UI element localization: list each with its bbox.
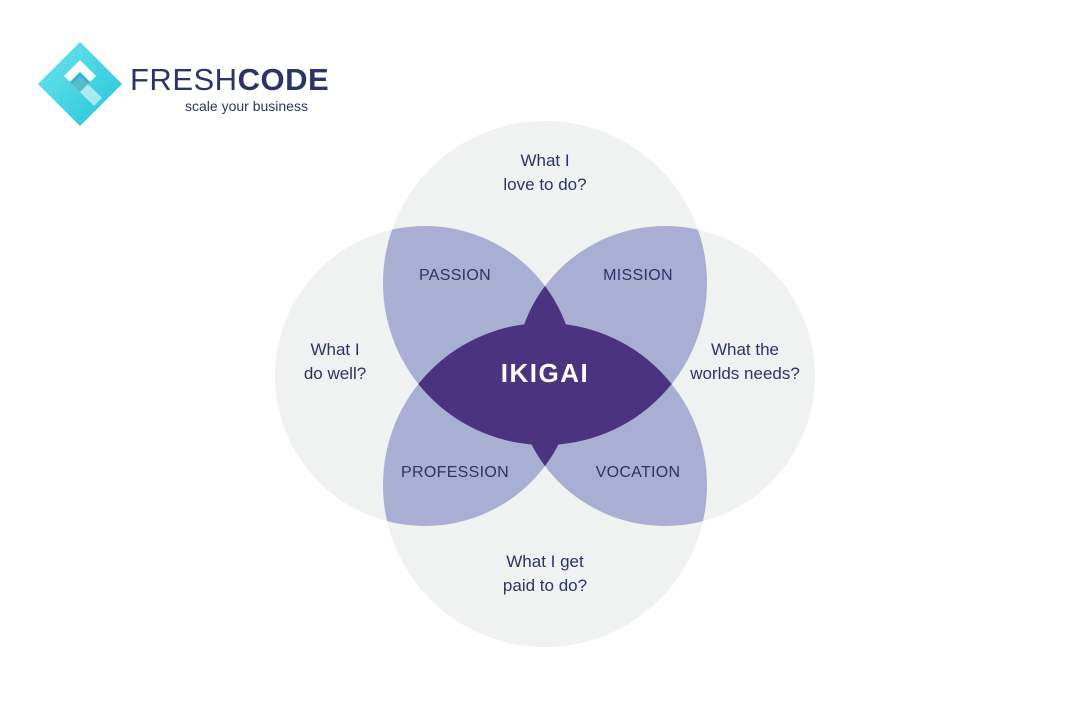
label-world-needs: What the worlds needs? (690, 340, 800, 383)
label-do-well: What I do well? (303, 340, 367, 383)
diamond-arrow-logo-icon (38, 42, 122, 126)
overlap-mission (515, 226, 707, 445)
brand-bold: CODE (237, 62, 330, 97)
label-mission: MISSION (603, 267, 673, 284)
label-vocation: VOCATION (595, 464, 681, 481)
overlap-passion (383, 226, 575, 445)
label-ikigai: IKIGAI (500, 358, 590, 388)
label-profession: PROFESSION (401, 464, 509, 481)
brand-light: FRESH (130, 62, 238, 97)
tagline: scale your business (185, 98, 308, 114)
label-love-to-do: What I love to do? (503, 151, 587, 194)
brand-name: FRESHCODE (130, 64, 329, 95)
label-get-paid: What I get paid to do? (502, 552, 588, 595)
freshcode-logo: FRESHCODE scale your business (38, 42, 338, 126)
label-passion: PASSION (418, 267, 492, 284)
